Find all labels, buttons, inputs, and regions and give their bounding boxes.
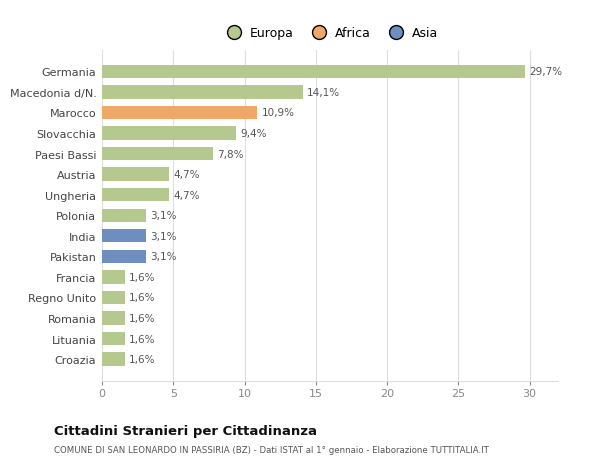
Text: 1,6%: 1,6% xyxy=(129,354,155,364)
Bar xyxy=(102,209,146,223)
Bar xyxy=(102,189,169,202)
Text: 1,6%: 1,6% xyxy=(129,334,155,344)
Bar xyxy=(102,353,125,366)
Bar xyxy=(102,86,303,99)
Text: Cittadini Stranieri per Cittadinanza: Cittadini Stranieri per Cittadinanza xyxy=(54,425,317,437)
Text: 1,6%: 1,6% xyxy=(129,293,155,303)
Bar xyxy=(102,271,125,284)
Bar xyxy=(102,312,125,325)
Bar xyxy=(102,106,257,120)
Text: 4,7%: 4,7% xyxy=(173,190,200,200)
Text: 7,8%: 7,8% xyxy=(217,149,244,159)
Bar xyxy=(102,168,169,181)
Text: 1,6%: 1,6% xyxy=(129,313,155,323)
Text: 1,6%: 1,6% xyxy=(129,272,155,282)
Bar xyxy=(102,250,146,263)
Legend: Europa, Africa, Asia: Europa, Africa, Asia xyxy=(218,24,442,44)
Bar xyxy=(102,147,213,161)
Text: 10,9%: 10,9% xyxy=(262,108,295,118)
Text: 14,1%: 14,1% xyxy=(307,88,340,98)
Bar xyxy=(102,66,525,79)
Text: 29,7%: 29,7% xyxy=(530,67,563,77)
Text: 3,1%: 3,1% xyxy=(151,252,177,262)
Text: 3,1%: 3,1% xyxy=(151,211,177,221)
Text: 3,1%: 3,1% xyxy=(151,231,177,241)
Text: COMUNE DI SAN LEONARDO IN PASSIRIA (BZ) - Dati ISTAT al 1° gennaio - Elaborazion: COMUNE DI SAN LEONARDO IN PASSIRIA (BZ) … xyxy=(54,445,489,454)
Bar xyxy=(102,127,236,140)
Text: 4,7%: 4,7% xyxy=(173,170,200,180)
Bar xyxy=(102,291,125,304)
Bar xyxy=(102,332,125,346)
Bar xyxy=(102,230,146,243)
Text: 9,4%: 9,4% xyxy=(240,129,267,139)
